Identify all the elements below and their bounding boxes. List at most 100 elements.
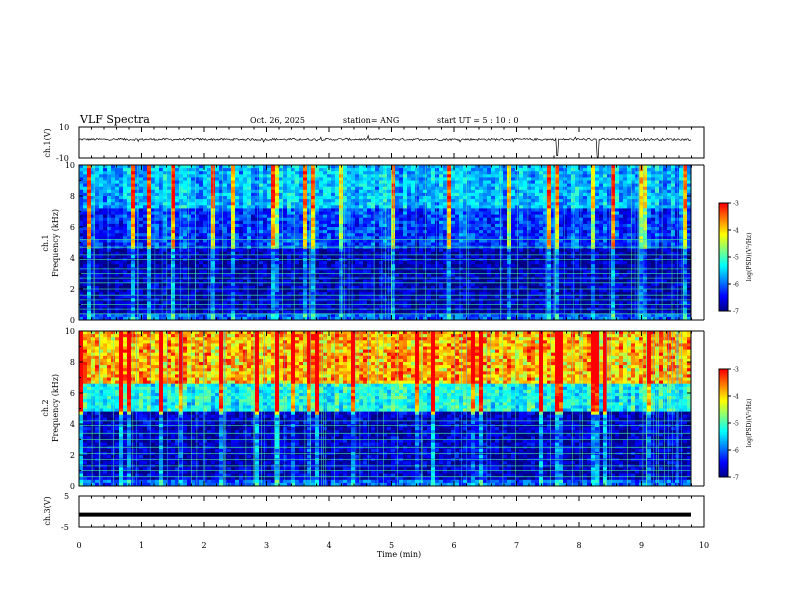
spectrogram-cell <box>235 279 240 284</box>
spectrogram-cell <box>407 196 412 200</box>
spectrogram-cell <box>175 310 180 315</box>
spectrogram-cell <box>447 282 452 287</box>
spectrogram-cell <box>107 186 112 191</box>
spectrogram-cell <box>155 233 160 237</box>
spectrogram-cell <box>287 205 292 209</box>
spectrogram-cell <box>343 189 348 194</box>
spectrogram-cell <box>387 192 392 197</box>
spectrogram-cell <box>435 214 440 219</box>
spectrogram-cell <box>387 270 392 274</box>
spectrogram-cell <box>215 289 220 293</box>
spectrogram-cell <box>363 196 368 200</box>
spectrogram-cell <box>163 227 168 231</box>
spectrogram-cell <box>227 214 232 219</box>
spectrogram-cell <box>167 261 172 265</box>
spectrogram-cell <box>319 273 324 277</box>
spectrogram-cell <box>435 285 440 290</box>
spectrogram-cell <box>227 264 232 268</box>
spectrogram-cell <box>339 177 344 181</box>
spectrogram-cell <box>335 168 340 172</box>
spectrogram-cell <box>95 230 100 234</box>
spectrogram-cell <box>363 236 368 240</box>
spectrogram-cell <box>299 171 304 175</box>
spectrogram-cell <box>83 310 88 315</box>
spectrogram-cell <box>283 248 288 253</box>
spectrogram-cell <box>127 261 132 265</box>
spectrogram-cell <box>339 230 344 234</box>
spectrogram-cell <box>243 227 248 231</box>
spectrogram-cell <box>195 270 200 274</box>
spectrogram-cell <box>87 264 92 268</box>
spectrogram-cell <box>299 223 304 228</box>
spectrogram-cell <box>339 295 344 299</box>
spectrogram-cell <box>327 282 332 287</box>
spectrogram-cell <box>247 174 252 178</box>
spectrogram-cell <box>175 217 180 222</box>
spectrogram-cell <box>279 273 284 277</box>
spectrogram-cell <box>247 242 252 246</box>
spectrogram-cell <box>399 295 404 299</box>
spectrogram-cell <box>251 217 256 222</box>
spectrogram-cell <box>355 282 360 287</box>
spectrogram-cell <box>195 223 200 228</box>
spectrogram-cell <box>139 261 144 265</box>
spectrogram-cell <box>123 214 128 219</box>
spectrogram-cell <box>219 251 224 256</box>
spectrogram-cell <box>115 239 120 243</box>
spectrogram-cell <box>275 279 280 284</box>
spectrogram-cell <box>415 285 420 290</box>
spectrogram-cell <box>235 205 240 209</box>
spectrogram-cell <box>247 211 252 215</box>
spectrogram-cell <box>239 285 244 290</box>
spectrogram-cell <box>387 236 392 240</box>
spectrogram-cell <box>467 223 472 228</box>
spectrogram-cell <box>311 236 316 240</box>
spectrogram-cell <box>443 214 448 219</box>
spectrogram-cell <box>431 279 436 284</box>
spectrogram-cell <box>435 211 440 215</box>
spectrogram-cell <box>267 295 272 299</box>
spectrogram-cell <box>163 251 168 256</box>
spectrogram-cell <box>399 285 404 290</box>
spectrogram-cell <box>451 261 456 265</box>
spectrogram-cell <box>335 227 340 231</box>
spectrogram-cell <box>291 202 296 206</box>
spectrogram-cell <box>231 233 236 237</box>
spectrogram-cell <box>275 239 280 243</box>
spectrogram-cell <box>431 316 436 321</box>
spectrogram-cell <box>267 239 272 243</box>
spectrogram-cell <box>147 233 152 237</box>
spectrogram-cell <box>251 220 256 225</box>
spectrogram-cell <box>295 310 300 315</box>
spectrogram-cell <box>183 239 188 243</box>
spectrogram-cell <box>87 295 92 299</box>
spectrogram-cell <box>443 177 448 181</box>
spectrogram-cell <box>339 289 344 293</box>
spectrogram-cell <box>415 261 420 265</box>
spectrogram-cell <box>339 196 344 200</box>
spectrogram-cell <box>291 230 296 234</box>
spectrogram-cell <box>439 192 444 197</box>
spectrogram-cell <box>115 177 120 181</box>
spectrogram-cell <box>275 316 280 321</box>
spectrogram-cell <box>339 174 344 178</box>
spectrogram-cell <box>183 251 188 256</box>
spectrogram-cell <box>251 214 256 219</box>
spectrogram-cell <box>99 177 104 181</box>
spectrogram-cell <box>83 230 88 234</box>
spectrogram-cell <box>387 254 392 259</box>
spectrogram-cell <box>171 270 176 274</box>
spectrogram-cell <box>459 189 464 194</box>
spectrogram-cell <box>451 254 456 259</box>
spectrogram-cell <box>399 220 404 225</box>
spectrogram-cell <box>299 316 304 321</box>
spectrogram-cell <box>247 295 252 299</box>
spectrogram-cell <box>259 223 264 228</box>
spectrogram-cell <box>143 208 148 212</box>
spectrogram-cell <box>175 292 180 296</box>
spectrogram-cell <box>463 192 468 197</box>
spectrogram-cell <box>139 214 144 219</box>
spectrogram-cell <box>147 211 152 215</box>
spectrogram-cell <box>411 292 416 296</box>
spectrogram-cell <box>415 239 420 243</box>
